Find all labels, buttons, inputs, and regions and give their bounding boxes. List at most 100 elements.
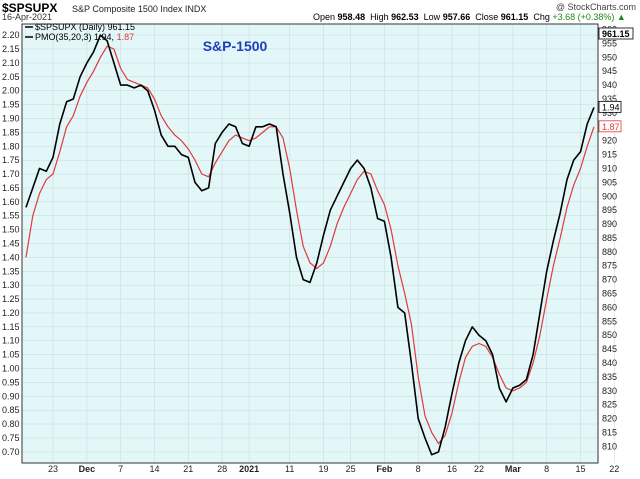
left-tick-label: 1.55 <box>2 211 20 221</box>
close-tag-value: 961.15 <box>602 29 630 39</box>
left-tick-label: 1.70 <box>2 169 20 179</box>
ticker-symbol: $SPSUPX <box>2 1 58 15</box>
left-tick-label: 1.65 <box>2 183 20 193</box>
open-value: 958.48 <box>337 12 366 22</box>
x-tick-label: 16 <box>447 464 457 474</box>
right-tick-label: 935 <box>602 94 617 104</box>
right-tick-label: 890 <box>602 219 617 229</box>
up-arrow-icon: ▲ <box>616 12 626 22</box>
left-tick-label: 1.90 <box>2 113 20 123</box>
x-tick-label: 2021 <box>239 464 259 474</box>
left-tick-label: 2.15 <box>2 44 20 54</box>
legend-pmo-text: PMO(35,20,3) 1.94, <box>35 32 114 42</box>
right-tick-label: 840 <box>602 358 617 368</box>
left-tick-label: 0.80 <box>2 419 20 429</box>
right-tick-label: 860 <box>602 302 617 312</box>
right-tick-label: 820 <box>602 414 617 424</box>
right-tick-label: 940 <box>602 80 617 90</box>
right-tick-label: 910 <box>602 163 617 173</box>
low-value: 957.66 <box>442 12 471 22</box>
left-tick-label: 1.20 <box>2 308 20 318</box>
x-tick-label: 22 <box>609 464 619 474</box>
open-label: Open <box>313 12 336 22</box>
x-tick-label: 14 <box>149 464 159 474</box>
plot-frame <box>21 23 599 464</box>
high-label: High <box>370 12 389 22</box>
right-tick-label: 930 <box>602 108 617 118</box>
right-tick-label: 830 <box>602 386 617 396</box>
left-tick-label: 0.70 <box>2 447 20 457</box>
right-tick-label: 870 <box>602 275 617 285</box>
left-tick-label: 1.30 <box>2 280 20 290</box>
last-value-tags: 1.94 1.87 <box>598 100 622 133</box>
left-tick-label: 1.05 <box>2 350 20 360</box>
left-tick-label: 1.00 <box>2 364 20 374</box>
chart-date: 16-Apr-2021 <box>2 12 53 22</box>
left-tick-label: 1.80 <box>2 141 20 151</box>
left-tick-label: 1.60 <box>2 197 20 207</box>
left-tick-label: 2.05 <box>2 72 20 82</box>
index-name: S&P Composite 1500 Index INDX <box>72 4 206 14</box>
x-tick-label: 25 <box>346 464 356 474</box>
left-tick-label: 1.25 <box>2 294 20 304</box>
left-tick-label: 0.85 <box>2 405 20 415</box>
right-tick-label: 905 <box>602 177 617 187</box>
right-tick-label: 885 <box>602 233 617 243</box>
grid-lines <box>22 24 615 463</box>
x-tick-label: 11 <box>285 464 294 474</box>
close-label: Close <box>475 12 499 22</box>
x-tick-label: 8 <box>544 464 549 474</box>
right-tick-label: 900 <box>602 191 617 201</box>
left-tick-label: 1.95 <box>2 100 20 110</box>
left-tick-label: 1.85 <box>2 127 20 137</box>
close-value: 961.15 <box>500 12 529 22</box>
x-tick-label: 28 <box>217 464 227 474</box>
left-tick-label: 0.95 <box>2 377 20 387</box>
left-tick-label: 2.10 <box>2 58 20 68</box>
left-tick-label: 1.10 <box>2 336 20 346</box>
x-tick-label: 7 <box>118 464 123 474</box>
left-tick-label: 1.45 <box>2 239 20 249</box>
end-tag-box <box>598 100 622 113</box>
close-tag-box <box>598 27 634 40</box>
legend: $SPSUPX (Daily) 961.15 PMO(35,20,3) 1.94… <box>25 22 135 42</box>
right-tick-label: 950 <box>602 52 617 62</box>
left-tick-label: 0.90 <box>2 391 20 401</box>
pmo-end-tag: 1.94 <box>602 102 620 112</box>
left-tick-label: 2.00 <box>2 86 20 96</box>
left-axis: 0.70 0.75 0.80 0.85 0.90 0.95 1.00 1.05 1.10 1.15… <box>2 30 20 457</box>
low-label: Low <box>423 12 441 22</box>
ohlc-readout: Open 958.48 High 962.53 Low 957.66 Close… <box>313 12 626 22</box>
right-tick-label: 895 <box>602 205 617 215</box>
x-tick-label: 23 <box>48 464 58 474</box>
x-tick-label: 15 <box>575 464 585 474</box>
x-axis: 23Dec71421282021111925Feb81622Mar8152229… <box>48 464 619 474</box>
x-tick-label: Dec <box>79 464 96 474</box>
right-tick-label: 875 <box>602 261 617 271</box>
right-tick-label: 945 <box>602 66 617 76</box>
right-tick-label: 815 <box>602 427 617 437</box>
right-tick-label: 850 <box>602 330 617 340</box>
left-tick-label: 1.15 <box>2 322 20 332</box>
right-axis: 810 815 820 825 830 835 840 845 850 855 860 865 870 8… <box>602 25 617 452</box>
x-tick-label: 19 <box>319 464 329 474</box>
legend-pmo: PMO(35,20,3) 1.94, 1.87 <box>35 32 134 42</box>
legend-signal-value: 1.87 <box>117 32 135 42</box>
high-value: 962.53 <box>391 12 419 22</box>
right-tick-label: 865 <box>602 289 617 299</box>
chart-title: S&P-1500 <box>203 38 268 54</box>
x-tick-label: 8 <box>416 464 421 474</box>
left-tick-label: 1.75 <box>2 155 20 165</box>
close-tag: 961.15 <box>598 27 634 40</box>
right-tick-label: 835 <box>602 372 617 382</box>
x-tick-label: Mar <box>505 464 522 474</box>
legend-price: $SPSUPX (Daily) 961.15 <box>35 22 135 32</box>
right-tick-label: 810 <box>602 441 617 451</box>
right-tick-label: 920 <box>602 136 617 146</box>
end-tag-box <box>598 120 622 133</box>
left-tick-label: 1.50 <box>2 225 20 235</box>
copyright-notice[interactable]: @ StockCharts.com <box>555 2 636 12</box>
chg-label: Chg <box>533 12 550 22</box>
exchange-code: INDX <box>184 4 207 14</box>
